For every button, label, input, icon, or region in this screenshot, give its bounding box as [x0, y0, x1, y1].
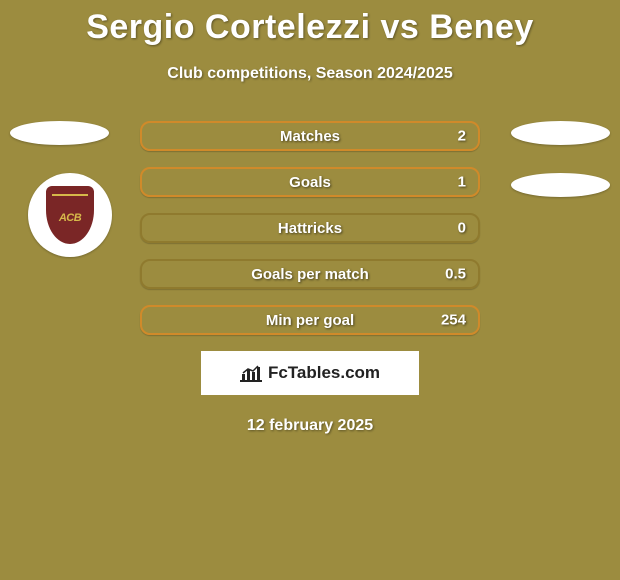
date-text: 12 february 2025	[0, 417, 620, 435]
stat-bar-goals-per-match: Goals per match 0.5	[140, 259, 480, 289]
brand-box: FcTables.com	[201, 351, 419, 395]
stat-value: 254	[441, 312, 466, 329]
stat-bar-hattricks: Hattricks 0	[140, 213, 480, 243]
stat-bar-min-per-goal: Min per goal 254	[140, 305, 480, 335]
shield-text: ACB	[59, 212, 81, 224]
stat-value: 2	[458, 128, 466, 145]
stat-value: 0	[458, 220, 466, 237]
placeholder-ellipse-right-1	[511, 121, 610, 145]
page-title: Sergio Cortelezzi vs Beney	[0, 0, 620, 47]
stat-label: Goals per match	[251, 266, 369, 283]
stat-bar-goals: Goals 1	[140, 167, 480, 197]
stat-bar-matches: Matches 2	[140, 121, 480, 151]
stat-label: Hattricks	[278, 220, 342, 237]
stat-value: 1	[458, 174, 466, 191]
stats-area: ACB Matches 2 Goals 1 Hattricks 0 Goals …	[0, 121, 620, 435]
stat-label: Goals	[289, 174, 331, 191]
chart-icon	[240, 364, 262, 382]
stat-label: Matches	[280, 128, 340, 145]
brand-text: FcTables.com	[268, 363, 380, 383]
shield-icon: ACB	[46, 186, 94, 244]
club-badge: ACB	[28, 173, 112, 257]
stat-label: Min per goal	[266, 312, 354, 329]
stat-bars: Matches 2 Goals 1 Hattricks 0 Goals per …	[140, 121, 480, 335]
subtitle: Club competitions, Season 2024/2025	[0, 65, 620, 83]
placeholder-ellipse-right-2	[511, 173, 610, 197]
placeholder-ellipse-left	[10, 121, 109, 145]
stat-value: 0.5	[445, 266, 466, 283]
